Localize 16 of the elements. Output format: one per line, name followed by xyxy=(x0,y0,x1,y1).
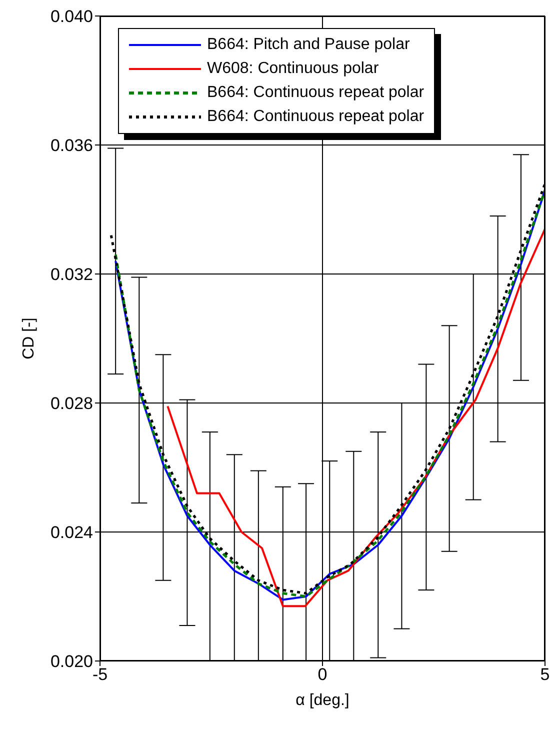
y-tick-label: 0.032 xyxy=(50,265,93,284)
y-axis-title: CD [-] xyxy=(20,318,38,360)
legend-label: B664: Continuous repeat polar xyxy=(207,84,424,102)
line-series xyxy=(166,228,545,608)
x-tick-label: -5 xyxy=(92,665,108,684)
legend-label: B664: Continuous repeat polar xyxy=(207,108,424,126)
legend-label: B664: Pitch and Pause polar xyxy=(207,36,410,54)
x-tick-label: 5 xyxy=(540,665,550,684)
x-tick-label: 0 xyxy=(318,665,328,684)
x-axis-title: α [deg.] xyxy=(296,692,350,709)
y-tick-label: 0.024 xyxy=(50,523,93,542)
y-tick-label: 0.028 xyxy=(50,394,93,414)
y-tick-label: 0.036 xyxy=(50,136,93,156)
y-tick-label: 0.040 xyxy=(50,7,93,26)
legend-label: W608: Continuous polar xyxy=(207,60,379,78)
y-tick-label: 0.020 xyxy=(50,652,93,672)
